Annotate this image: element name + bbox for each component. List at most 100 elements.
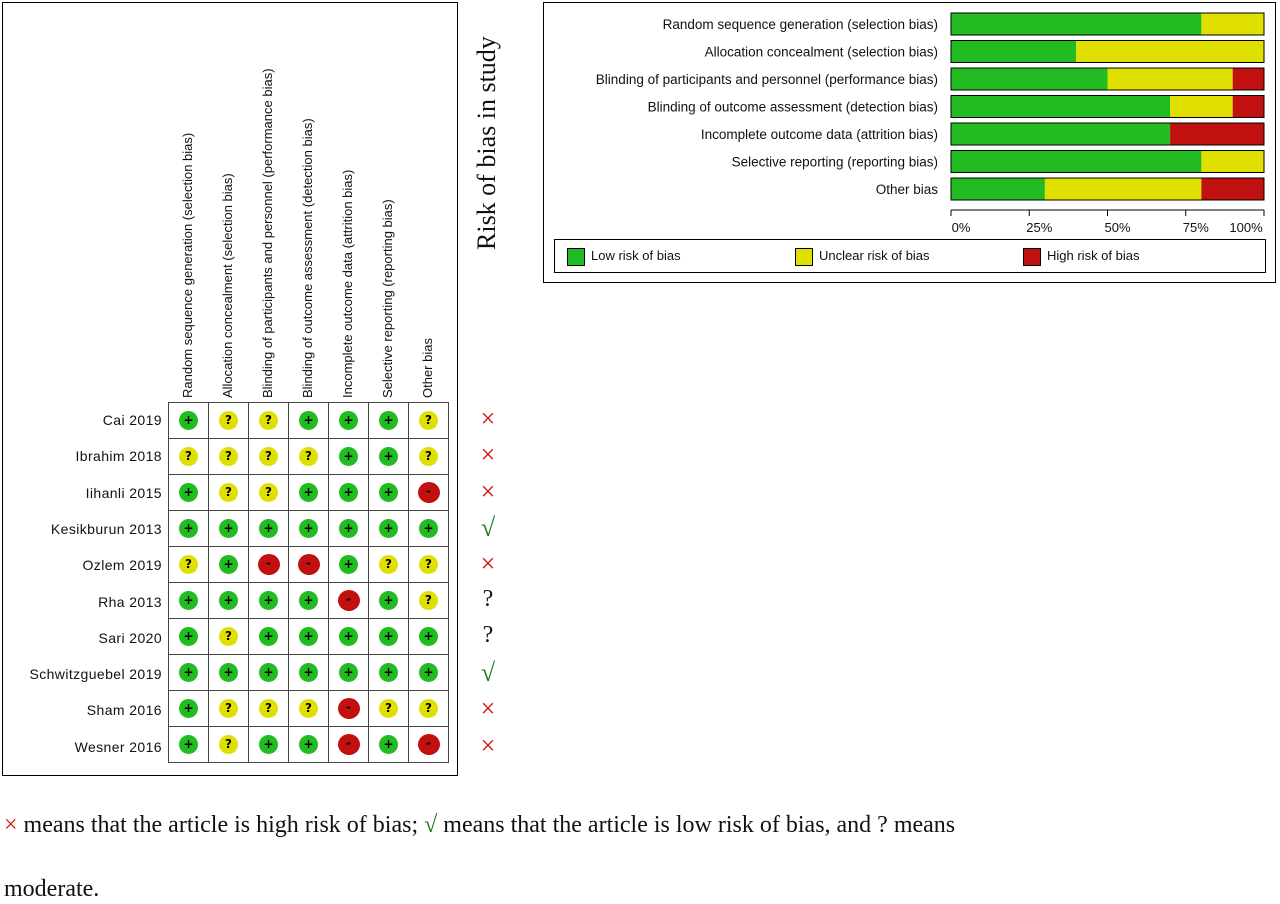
- rating-low-icon: +: [259, 519, 278, 538]
- rating-low-icon: +: [379, 627, 398, 646]
- rating-cell: +: [328, 474, 369, 511]
- study-label: Ibrahim 2018: [75, 448, 162, 465]
- rating-cell: +: [248, 726, 289, 763]
- rating-cell: +: [208, 510, 249, 547]
- verdict-low-icon: √: [480, 512, 496, 542]
- bar-segment: [1201, 178, 1264, 200]
- rating-low-icon: +: [299, 591, 318, 610]
- rating-cell: ?: [248, 690, 289, 727]
- bar-segment: [1232, 68, 1264, 90]
- rating-high-icon: -: [257, 554, 280, 575]
- verdict-high-icon: ×: [480, 694, 496, 724]
- bar-segment: [951, 95, 1171, 118]
- rating-cell: +: [248, 510, 289, 547]
- bar-segment: [1076, 40, 1264, 63]
- study-label: Rha 2013: [98, 593, 162, 610]
- study-label: Kesikburun 2013: [50, 520, 162, 537]
- category-label: Other bias: [876, 182, 939, 197]
- rating-unclear-icon: ?: [419, 411, 438, 430]
- category-label: Allocation concealment (selection bias): [705, 45, 938, 60]
- bar-outline: [950, 177, 1265, 201]
- rating-cell: ?: [408, 582, 449, 619]
- rating-unclear-icon: ?: [219, 735, 238, 754]
- bar-segment: [951, 178, 1045, 200]
- rating-high-icon: -: [337, 698, 360, 719]
- rating-unclear-icon: ?: [219, 699, 238, 718]
- rating-unclear-icon: ?: [419, 699, 438, 718]
- rating-cell: +: [288, 510, 329, 547]
- rating-cell: +: [368, 474, 409, 511]
- rating-low-icon: +: [179, 483, 198, 502]
- table-row: +??? -??: [168, 690, 449, 727]
- table-row: + + + + + + +: [168, 654, 449, 691]
- category-label: Blinding of participants and personnel (…: [596, 72, 938, 87]
- rating-cell: +: [368, 618, 409, 655]
- rating-low-icon: +: [299, 663, 318, 682]
- legend-swatch-high: [1023, 247, 1041, 266]
- rating-low-icon: +: [339, 555, 358, 574]
- bar-outline: [950, 150, 1265, 173]
- rating-low-icon: +: [339, 627, 358, 646]
- study-label: Schwitzguebel 2019: [29, 666, 162, 683]
- rating-cell: +: [328, 402, 369, 439]
- category-label: Incomplete outcome data (attrition bias): [701, 127, 938, 142]
- rating-cell: +: [408, 510, 449, 547]
- rating-unclear-icon: ?: [259, 447, 278, 466]
- bar-segment: [951, 13, 1202, 35]
- study-label: Wesner 2016: [74, 738, 162, 755]
- table-row: + + + + - +?: [168, 582, 449, 619]
- table-row: + + + + + + +: [168, 510, 449, 547]
- rating-low-icon: +: [379, 447, 398, 466]
- footnote-text-2: means that the article is low risk of bi…: [437, 812, 956, 838]
- rating-low-icon: +: [179, 591, 198, 610]
- rating-low-icon: +: [339, 663, 358, 682]
- legend-swatch-unclear: [795, 247, 813, 266]
- rating-cell: ?: [248, 438, 289, 475]
- rating-cell: ?: [408, 438, 449, 475]
- rating-cell: ?: [408, 546, 449, 583]
- rating-low-icon: +: [179, 699, 198, 718]
- rating-low-icon: +: [339, 447, 358, 466]
- rating-low-icon: +: [339, 483, 358, 502]
- rating-cell: ?: [208, 438, 249, 475]
- rating-unclear-icon: ?: [379, 555, 398, 574]
- rating-cell: ?: [208, 726, 249, 763]
- footnote-text-1: means that the article is high risk of b…: [17, 812, 425, 838]
- study-label: Cai 2019: [102, 412, 162, 428]
- x-tick-label: 75%: [1183, 220, 1209, 235]
- rating-cell: +: [248, 654, 289, 691]
- rating-low-icon: +: [339, 519, 358, 538]
- category-label: Selective reporting (reporting bias): [732, 155, 938, 170]
- rating-cell: ?: [288, 438, 329, 475]
- rating-high-icon: -: [337, 734, 360, 755]
- rating-low-icon: +: [259, 663, 278, 682]
- rating-cell: -: [408, 726, 449, 763]
- rating-cell: -: [408, 474, 449, 511]
- rating-unclear-icon: ?: [219, 411, 238, 430]
- rating-cell: +: [168, 726, 209, 763]
- rating-low-icon: +: [179, 663, 198, 682]
- legend-label-low: Low risk of bias: [591, 248, 681, 263]
- rating-cell: +: [168, 618, 209, 655]
- rating-cell: +: [288, 618, 329, 655]
- table-row: ???? + +?: [168, 438, 449, 475]
- footnote-line-1: × means that the article is high risk of…: [4, 812, 955, 839]
- bar-segment: [951, 40, 1077, 63]
- rating-low-icon: +: [379, 411, 398, 430]
- rating-low-icon: +: [219, 663, 238, 682]
- rating-low-icon: +: [419, 627, 438, 646]
- bar-segment: [1201, 150, 1264, 173]
- x-tick-label: 100%: [1229, 220, 1263, 235]
- bar-segment: [1170, 123, 1264, 145]
- verdict-high-icon: ×: [480, 440, 496, 470]
- rating-cell: +: [408, 654, 449, 691]
- table-row: ? + - - +??: [168, 546, 449, 583]
- table-row: +?? + + +?: [168, 402, 449, 439]
- rating-cell: -: [328, 726, 369, 763]
- rating-cell: +: [328, 654, 369, 691]
- rating-unclear-icon: ?: [299, 699, 318, 718]
- rating-cell: +: [168, 582, 209, 619]
- bar-segment: [951, 68, 1108, 90]
- rating-cell: ?: [248, 474, 289, 511]
- rating-cell: +: [208, 582, 249, 619]
